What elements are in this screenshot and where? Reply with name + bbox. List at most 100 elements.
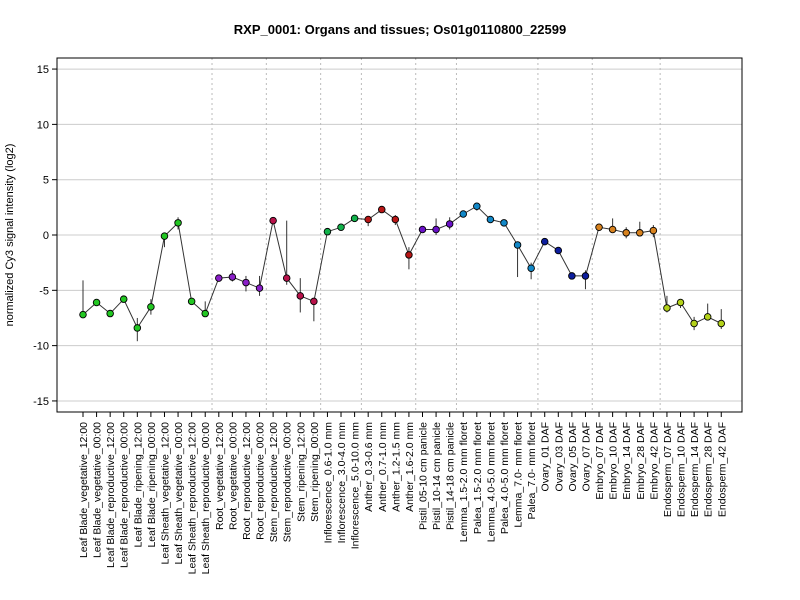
data-point <box>636 229 644 237</box>
x-tick-label: Leaf Sheath_reproductive_00:00 <box>200 422 212 575</box>
y-tick-label: 0 <box>43 230 49 242</box>
plot-area: -15 -10 -5 0 5 10 15 Leaf Blade_vegetative_12:0… <box>33 57 743 575</box>
data-point <box>513 241 522 249</box>
data-point <box>255 284 264 292</box>
data-point <box>608 225 617 234</box>
x-tick-label: Endosperm_42 DAF <box>716 422 728 517</box>
data-point <box>269 216 277 225</box>
x-tick-label: Pistil_05-10 cm panicle <box>418 422 430 530</box>
data-point <box>378 205 386 214</box>
x-tick-label: Anther_0.3-0.6 mm <box>363 422 375 512</box>
x-tick-label: Root_reproductive_12:00 <box>241 422 253 540</box>
data-point <box>581 272 590 280</box>
data-point <box>79 310 87 319</box>
data-point <box>540 237 549 246</box>
chart-title: RXP_0001: Organs and tissues; Os01g01108… <box>234 22 566 37</box>
data-point <box>228 273 237 281</box>
data-point <box>690 319 698 328</box>
y-tick-label: -15 <box>33 396 49 408</box>
x-tick-label: Palea_7.0- mm floret <box>526 422 538 520</box>
data-point <box>119 295 128 303</box>
y-axis-label: normalized Cy3 signal intensity (log2) <box>4 144 16 327</box>
x-tick-label: Leaf Sheath_vegetative_12:00 <box>159 422 171 565</box>
data-point <box>622 229 630 237</box>
data-point <box>445 220 454 228</box>
y-tick-label: -10 <box>33 341 49 353</box>
x-tick-label: Ovary_05 DAF <box>567 422 579 491</box>
data-point <box>282 274 291 282</box>
x-tick-label: Leaf Blade_vegetative_00:00 <box>92 422 104 558</box>
x-tick-label: Endosperm_10 DAF <box>676 422 688 517</box>
data-point <box>432 225 440 234</box>
data-point <box>323 227 332 236</box>
x-tick-label: Inflorescence_3.0-4.0 mm <box>336 422 348 544</box>
x-tick-label: Embryo_10 DAF <box>608 422 620 500</box>
x-tick-label: Leaf Blade_reproductive_12:00 <box>105 422 117 568</box>
x-tick-label: Endosperm_07 DAF <box>662 422 674 517</box>
x-tick-label: Stem_ripening_12:00 <box>295 422 307 522</box>
data-point <box>459 210 467 218</box>
x-tick-label: Anther_1.6-2.0 mm <box>404 422 416 512</box>
x-tick-label: Embryo_42 DAF <box>648 422 660 500</box>
data-point <box>473 202 481 210</box>
data-point <box>160 232 169 240</box>
x-tick-label: Ovary_01 DAF <box>540 422 552 491</box>
x-tick-label: Lemma_7.0- mm floret <box>513 422 525 528</box>
data-point <box>391 215 400 224</box>
data-point <box>703 313 712 321</box>
x-tick-label: Stem_reproductive_12:00 <box>268 422 280 542</box>
x-tick-label: Embryo_07 DAF <box>594 422 606 500</box>
data-point <box>133 324 142 332</box>
data-point <box>215 274 223 282</box>
x-tick-label: Anther_1.2-1.5 mm <box>390 422 402 512</box>
y-tick-label: 10 <box>37 119 49 131</box>
x-tick-label: Endosperm_28 DAF <box>703 422 715 517</box>
y-tick-label: -5 <box>39 285 49 297</box>
data-point <box>364 215 372 224</box>
x-tick-label: Inflorescence_5.0-10.0 mm <box>350 422 362 549</box>
data-point <box>106 309 114 318</box>
x-tick-label: Stem_ripening_00:00 <box>309 422 321 522</box>
data-point <box>595 223 603 232</box>
data-point <box>92 298 101 307</box>
x-tick-label: Ovary_03 DAF <box>553 422 565 491</box>
x-tick-label: Root_reproductive_00:00 <box>255 422 267 540</box>
data-point <box>663 304 671 312</box>
data-point <box>568 272 576 280</box>
data-point <box>242 278 250 287</box>
y-tick-label: 15 <box>37 64 49 76</box>
data-point <box>147 303 155 311</box>
x-tick-label: Pistil_14-18 cm panicle <box>445 422 457 530</box>
x-tick-label: Anther_0.7-1.0 mm <box>377 422 389 512</box>
x-tick-label: Leaf Sheath_vegetative_00:00 <box>173 422 185 565</box>
x-tick-label: Leaf Blade_ripening_12:00 <box>132 422 144 548</box>
x-tick-label: Ovary_07 DAF <box>580 422 592 491</box>
x-tick-label: Stem_reproductive_00:00 <box>282 422 294 542</box>
data-point <box>187 297 196 306</box>
data-point <box>418 225 427 234</box>
x-tick-label: Endosperm_14 DAF <box>689 422 701 517</box>
data-point <box>676 298 685 307</box>
data-point <box>649 226 658 235</box>
x-tick-label: Pistil_10-14 cm panicle <box>431 422 443 530</box>
data-point <box>296 292 305 300</box>
x-tick-label: Root_vegetative_00:00 <box>227 422 239 530</box>
x-tick-label: Embryo_14 DAF <box>621 422 633 500</box>
x-tick-label: Lemma_1.5-2.0 mm floret <box>458 422 470 542</box>
x-tick-label: Leaf Sheath_reproductive_12:00 <box>187 422 199 575</box>
data-point <box>201 309 209 318</box>
data-point <box>337 223 345 232</box>
x-tick-label: Palea_1.5-2.0 mm floret <box>472 422 484 534</box>
x-tick-label: Inflorescence_0.6-1.0 mm <box>322 422 334 544</box>
y-tick-label: 5 <box>43 175 49 187</box>
data-point <box>405 251 413 259</box>
data-point <box>500 219 508 227</box>
data-point <box>554 246 563 255</box>
x-tick-label: Palea_4.0-5.0 mm floret <box>499 422 511 534</box>
plot-border <box>56 57 743 413</box>
x-tick-label: Leaf Blade_vegetative_12:00 <box>78 422 90 558</box>
x-tick-label: Embryo_28 DAF <box>635 422 647 500</box>
data-point <box>174 219 182 227</box>
x-tick-label: Root_vegetative_12:00 <box>214 422 226 530</box>
